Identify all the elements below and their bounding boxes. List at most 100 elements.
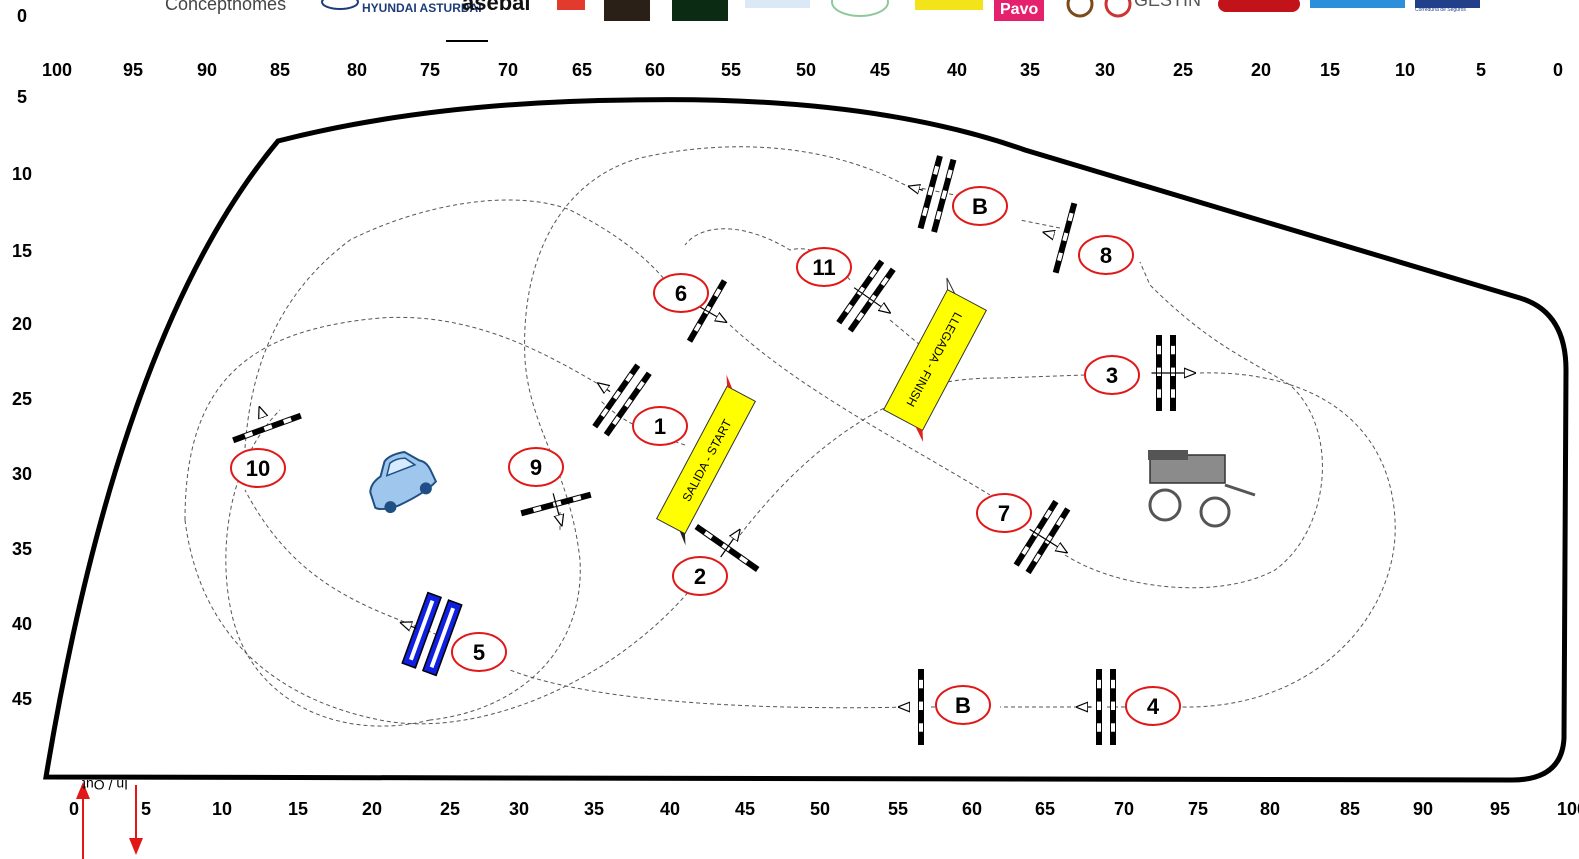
- scale-top-label: 30: [1095, 60, 1115, 80]
- svg-text:3: 3: [1106, 363, 1118, 388]
- scale-top-label: 25: [1173, 60, 1193, 80]
- sponsor-asebal: asebal: [462, 0, 531, 15]
- obstacle-poles: [1013, 499, 1071, 575]
- obstacle-number: 6: [653, 273, 709, 313]
- scale-bottom-label: 0: [69, 799, 79, 819]
- carriage-icon: [1148, 450, 1256, 528]
- obstacle-number: 5: [451, 632, 507, 672]
- pole: [1052, 202, 1078, 274]
- scale-left-label: 15: [12, 241, 32, 261]
- svg-text:9: 9: [530, 455, 542, 480]
- obstacle-poles: [1077, 669, 1116, 745]
- floral-logo: [831, 0, 889, 17]
- sponsor-concepthomes: Concepthomes: [165, 0, 286, 14]
- scale-top-label: 5: [1476, 60, 1486, 80]
- scale-top-label: 75: [420, 60, 440, 80]
- svg-text:B: B: [972, 194, 988, 219]
- arena-boundary: [43, 97, 1569, 783]
- scale-bottom-label: 30: [509, 799, 529, 819]
- svg-text:7: 7: [998, 501, 1010, 526]
- scale-top-label: 15: [1320, 60, 1340, 80]
- arrow-out-head: [129, 838, 143, 855]
- scale-left: 0 5 10 15 20 25 30 35 40 45: [12, 6, 32, 709]
- scale-bottom-label: 90: [1413, 799, 1433, 819]
- scale-top-label: 65: [572, 60, 592, 80]
- obstacle-number: B: [952, 186, 1008, 226]
- scale-bottom-label: 95: [1490, 799, 1510, 819]
- sponsor-gestin: GESTIN: [1134, 0, 1201, 10]
- arrow-in-head: [76, 782, 90, 799]
- obstacle-number: 2: [672, 556, 728, 596]
- pole: [232, 412, 302, 444]
- obstacle-poles: [520, 491, 592, 535]
- scale-left-label: 40: [12, 614, 32, 634]
- scale-bottom-label: 80: [1260, 799, 1280, 819]
- scale-bottom-label: 60: [962, 799, 982, 819]
- obstacle-number: 9: [508, 447, 564, 487]
- blue-badge-logo: [1310, 0, 1405, 8]
- scale-top-label: 45: [870, 60, 890, 80]
- crest-logo: [1066, 0, 1094, 18]
- scale-bottom-label: 55: [888, 799, 908, 819]
- pole: [1110, 669, 1116, 745]
- scale-top-label: 10: [1395, 60, 1415, 80]
- scale-bottom-label: 65: [1035, 799, 1055, 819]
- scale-top-label: 0: [1553, 60, 1563, 80]
- pole: [918, 669, 924, 745]
- scale-top-label: 20: [1251, 60, 1271, 80]
- scale-bottom-label: 75: [1188, 799, 1208, 819]
- scale-bottom-label: 70: [1114, 799, 1134, 819]
- scale-bottom-label: 5: [141, 799, 151, 819]
- yellow-logo: [915, 0, 983, 10]
- scale-left-label: 20: [12, 314, 32, 334]
- pole: [917, 155, 943, 230]
- sponsor-pavo: Pavo: [1000, 1, 1038, 18]
- svg-text:6: 6: [675, 281, 687, 306]
- scale-left-label: 5: [17, 87, 27, 107]
- scale-top-label: 50: [796, 60, 816, 80]
- scale-top: 100 95 90 85 80 75 70 65 60 55 50 45 40 35 30 25 20 15 10 5…: [42, 60, 1563, 80]
- scale-bottom-label: 50: [810, 799, 830, 819]
- scale-left-label: 0: [17, 6, 27, 26]
- svg-text:5: 5: [473, 640, 485, 665]
- scale-bottom-label: 20: [362, 799, 382, 819]
- obstacle-poles: [232, 395, 302, 444]
- obstacle-poles: [592, 363, 652, 437]
- scale-bottom-label: 10: [212, 799, 232, 819]
- obstacle-poles: [1151, 335, 1196, 411]
- pavo-logo: [994, 0, 1044, 21]
- entry-gate: In / Out: [76, 777, 143, 859]
- obstacle-number: 4: [1125, 686, 1181, 726]
- hyundai-logo: [321, 0, 359, 10]
- obstacle-poles: [694, 524, 760, 572]
- pole: [592, 363, 641, 429]
- pole: [603, 371, 652, 437]
- obstacle-number: 8: [1078, 235, 1134, 275]
- scale-top-label: 100: [42, 60, 72, 80]
- scale-top-label: 80: [347, 60, 367, 80]
- entry-label: In / Out: [82, 777, 128, 793]
- scale-top-label: 85: [270, 60, 290, 80]
- gestin-circle: [1104, 0, 1132, 18]
- scale-bottom-label: 35: [584, 799, 604, 819]
- scale-bottom-label: 15: [288, 799, 308, 819]
- dark-badge-logo: [604, 0, 650, 21]
- asebal-mark: [557, 0, 585, 10]
- scale-top-label: 55: [721, 60, 741, 80]
- scale-bottom-label: 100: [1557, 799, 1579, 819]
- svg-text:10: 10: [246, 456, 270, 481]
- car-icon: [369, 450, 438, 514]
- sponsor-seguros: Correduría de Seguros: [1415, 7, 1466, 13]
- obstacles: 1 2 3 4 5 6 7 8 9 10 11 B B: [230, 155, 1196, 745]
- obstacle-number: B: [935, 685, 991, 725]
- scale-left-label: 10: [12, 164, 32, 184]
- scale-bottom-label: 25: [440, 799, 460, 819]
- obstacle-poles: [836, 259, 896, 333]
- insurance-logo: [1415, 0, 1480, 8]
- pole: [1096, 669, 1102, 745]
- finish-banner: LLEGADA - FINISH: [882, 277, 988, 443]
- scale-bottom-label: 45: [735, 799, 755, 819]
- obstacle-poles: [899, 669, 924, 745]
- obstacle-poles: [686, 279, 744, 343]
